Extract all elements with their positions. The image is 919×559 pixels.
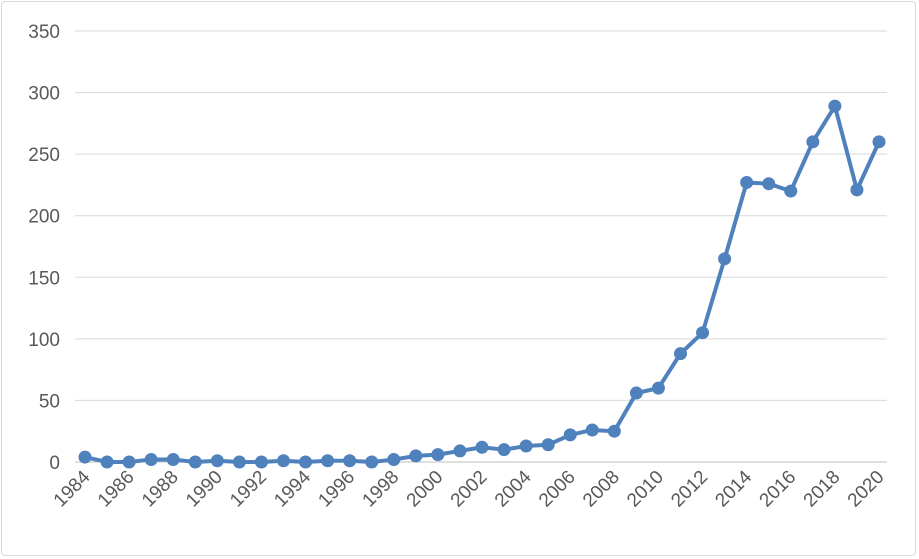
y-tick-label-50: 50 bbox=[39, 391, 60, 412]
y-tick-label-300: 300 bbox=[28, 84, 60, 105]
x-tick-label-1986: 1986 bbox=[94, 467, 139, 512]
data-point-2013 bbox=[718, 252, 732, 266]
data-point-2002 bbox=[475, 440, 489, 454]
data-point-2012 bbox=[696, 326, 710, 340]
x-tick-label-2000: 2000 bbox=[403, 467, 448, 512]
x-tick-label-2010: 2010 bbox=[623, 467, 668, 512]
series-layer bbox=[78, 99, 886, 469]
y-tick-label-350: 350 bbox=[28, 22, 60, 43]
y-tick-label-100: 100 bbox=[28, 330, 60, 351]
data-point-2004 bbox=[519, 439, 533, 453]
x-tick-label-2020: 2020 bbox=[844, 467, 889, 512]
data-point-1989 bbox=[188, 455, 202, 469]
y-tick-label-250: 250 bbox=[28, 145, 60, 166]
data-point-1995 bbox=[321, 454, 335, 468]
data-point-2007 bbox=[585, 423, 599, 437]
data-point-1998 bbox=[387, 453, 401, 467]
data-point-2000 bbox=[431, 448, 445, 462]
x-tick-label-2012: 2012 bbox=[667, 467, 712, 512]
data-point-1990 bbox=[210, 454, 224, 468]
data-point-1991 bbox=[232, 455, 246, 469]
x-tick-label-1994: 1994 bbox=[270, 466, 315, 511]
x-tick-label-2018: 2018 bbox=[800, 467, 845, 512]
data-point-2016 bbox=[784, 184, 798, 198]
data-point-1994 bbox=[299, 455, 313, 469]
y-tick-label-0: 0 bbox=[49, 453, 60, 474]
data-point-2020 bbox=[872, 135, 886, 149]
data-point-2011 bbox=[674, 347, 687, 361]
x-tick-label-2006: 2006 bbox=[535, 467, 580, 512]
data-point-1999 bbox=[409, 449, 423, 463]
data-point-1993 bbox=[277, 454, 290, 468]
data-point-1988 bbox=[166, 453, 180, 467]
x-tick-label-1988: 1988 bbox=[138, 467, 183, 512]
data-point-1992 bbox=[254, 455, 268, 469]
gridlines bbox=[75, 30, 887, 463]
x-tick-label-2008: 2008 bbox=[579, 467, 624, 512]
x-axis-tick-labels: 1984 1986 1988 1990 1992 1994 1996 1998 2000 2002… bbox=[50, 466, 889, 511]
data-point-1987 bbox=[144, 453, 158, 467]
data-point-2017 bbox=[806, 135, 820, 149]
x-tick-label-2004: 2004 bbox=[491, 466, 536, 511]
data-point-1996 bbox=[343, 454, 357, 468]
data-point-2001 bbox=[453, 444, 467, 458]
data-point-2008 bbox=[607, 424, 621, 438]
x-tick-label-1992: 1992 bbox=[226, 467, 271, 512]
y-axis-tick-labels: 0 50 100 150 200 250 300 350 bbox=[28, 22, 60, 474]
x-tick-label-2014: 2014 bbox=[711, 466, 756, 511]
x-tick-label-2002: 2002 bbox=[447, 467, 492, 512]
y-tick-label-200: 200 bbox=[28, 207, 60, 228]
data-point-2010 bbox=[651, 381, 665, 395]
data-point-2014 bbox=[740, 175, 754, 189]
data-point-2015 bbox=[762, 177, 776, 191]
data-point-2003 bbox=[497, 443, 511, 457]
x-tick-label-1998: 1998 bbox=[359, 467, 404, 512]
x-tick-label-1996: 1996 bbox=[314, 467, 359, 512]
y-tick-label-150: 150 bbox=[28, 268, 60, 289]
data-point-1986 bbox=[122, 455, 136, 469]
data-point-2018 bbox=[828, 99, 842, 113]
x-tick-label-1990: 1990 bbox=[182, 467, 227, 512]
series-line bbox=[83, 104, 881, 464]
data-point-2009 bbox=[629, 386, 643, 400]
data-point-1984 bbox=[78, 450, 92, 464]
data-point-2005 bbox=[541, 438, 555, 452]
data-point-1997 bbox=[365, 455, 379, 469]
data-point-2006 bbox=[563, 428, 577, 442]
data-point-2019 bbox=[850, 183, 864, 197]
x-tick-label-2016: 2016 bbox=[756, 467, 801, 512]
data-point-1985 bbox=[100, 455, 114, 469]
